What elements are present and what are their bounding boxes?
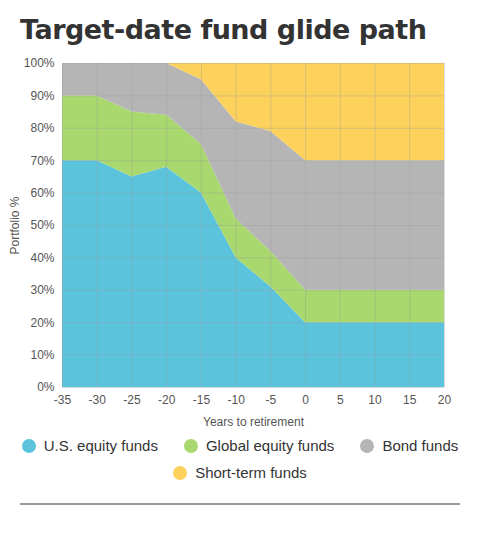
svg-text:-35: -35 <box>54 393 72 407</box>
svg-text:20%: 20% <box>30 316 54 330</box>
svg-text:80%: 80% <box>30 121 54 135</box>
svg-text:-20: -20 <box>158 393 176 407</box>
svg-text:10: 10 <box>368 393 382 407</box>
svg-text:0%: 0% <box>37 380 55 394</box>
svg-text:90%: 90% <box>30 89 54 103</box>
svg-text:10%: 10% <box>30 348 54 362</box>
svg-text:-25: -25 <box>123 393 141 407</box>
svg-text:-15: -15 <box>193 393 211 407</box>
svg-text:Portfolio %: Portfolio % <box>8 196 22 254</box>
svg-text:-30: -30 <box>89 393 107 407</box>
svg-text:20: 20 <box>438 393 452 407</box>
html-text:Target-date fund glide path: Target-date fund glide path <box>20 14 427 45</box>
svg-text:40%: 40% <box>30 251 54 265</box>
html-text:Global equity funds: Global equity funds <box>206 437 335 454</box>
svg-text:100%: 100% <box>24 56 55 70</box>
svg-text:15: 15 <box>403 393 417 407</box>
svg-text:-10: -10 <box>227 393 245 407</box>
svg-text:5: 5 <box>337 393 344 407</box>
svg-text:70%: 70% <box>30 154 54 168</box>
svg-text:Years to retirement: Years to retirement <box>203 415 305 429</box>
svg-text:-5: -5 <box>266 393 277 407</box>
html-text:Bond funds: Bond funds <box>382 437 459 454</box>
svg-text:30%: 30% <box>30 283 54 297</box>
svg-text:50%: 50% <box>30 218 54 232</box>
html-text:Short-term funds: Short-term funds <box>195 464 307 481</box>
svg-text:0: 0 <box>302 393 309 407</box>
svg-text:60%: 60% <box>30 186 54 200</box>
html-text:U.S. equity funds: U.S. equity funds <box>43 437 158 454</box>
